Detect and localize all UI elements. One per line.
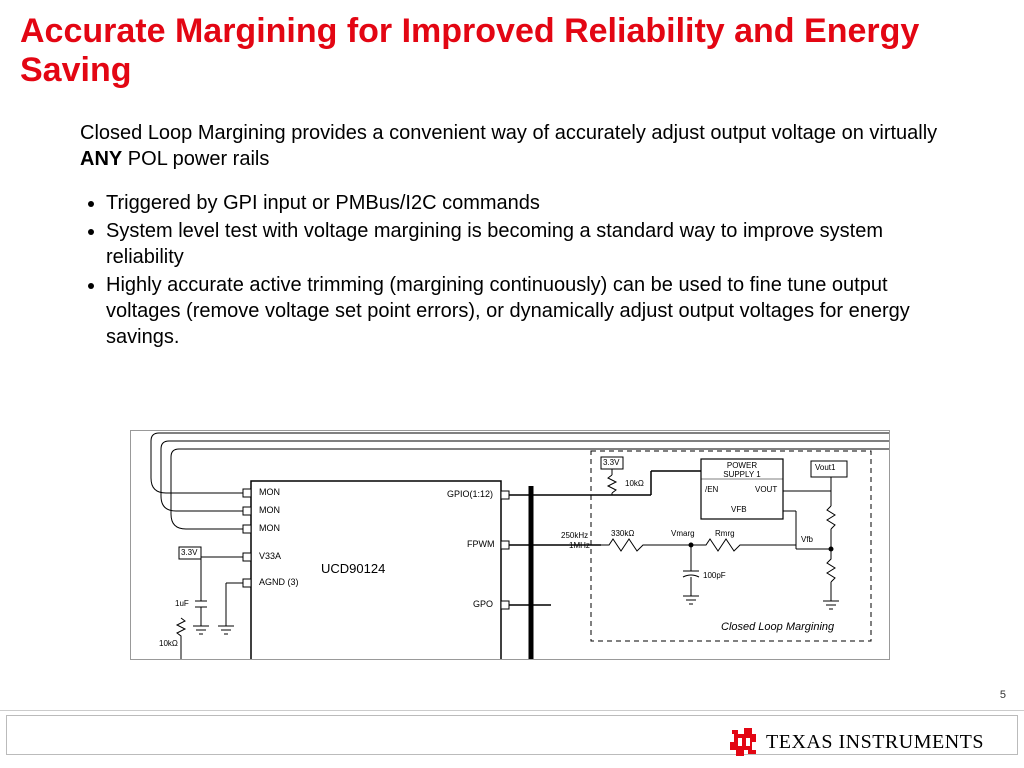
ps-pin: VFB (731, 505, 747, 514)
bullet-list: Triggered by GPI input or PMBus/I2C comm… (80, 190, 964, 350)
vout-label: Vout1 (815, 463, 835, 472)
comp-label: 330kΩ (611, 529, 634, 538)
cap-label: 1uF (175, 599, 189, 608)
pin-label: V33A (259, 551, 281, 561)
pwm-freq: 250kHz (561, 531, 588, 540)
pin-label: AGND (3) (259, 577, 299, 587)
v33-label: 3.3V (603, 458, 619, 467)
ps-title: POWER (719, 461, 765, 470)
intro-bold: ANY (80, 148, 122, 170)
res-label: 10kΩ (159, 639, 178, 648)
res-label: 10kΩ (625, 479, 644, 488)
chip-label: UCD90124 (321, 561, 385, 576)
intro-paragraph: Closed Loop Margining provides a conveni… (80, 120, 964, 172)
ti-chip-icon (728, 728, 758, 756)
body-content: Closed Loop Margining provides a conveni… (0, 90, 1024, 350)
comp-label: Vfb (801, 535, 813, 544)
pin-label: FPWM (467, 539, 495, 549)
closed-loop-label: Closed Loop Margining (721, 621, 834, 633)
v33-label: 3.3V (181, 548, 197, 557)
comp-label: 100pF (703, 571, 726, 580)
bullet-item: Highly accurate active trimming (margini… (106, 272, 964, 350)
pin-label: GPIO(1:12) (447, 489, 493, 499)
comp-label: Rmrg (715, 529, 735, 538)
slide-title: Accurate Margining for Improved Reliabil… (0, 0, 1024, 90)
ti-logo: TEXAS INSTRUMENTS (728, 728, 984, 756)
pin-label: GPO (473, 599, 493, 609)
slide-footer: 5 TEXAS INSTRUMENTS (0, 710, 1024, 768)
bullet-item: Triggered by GPI input or PMBus/I2C comm… (106, 190, 964, 216)
brand-name: TEXAS INSTRUMENTS (766, 731, 984, 754)
page-number: 5 (1000, 689, 1006, 701)
bullet-item: System level test with voltage margining… (106, 218, 964, 270)
pin-label: MON (259, 487, 280, 497)
ps-pin: VOUT (755, 485, 777, 494)
comp-label: Vmarg (671, 529, 695, 538)
pin-label: MON (259, 523, 280, 533)
pin-label: MON (259, 505, 280, 515)
ps-title2: SUPPLY 1 (717, 470, 767, 479)
intro-pre: Closed Loop Margining provides a conveni… (80, 122, 937, 144)
ps-pin: /EN (705, 485, 718, 494)
circuit-diagram: MON MON MON V33A AGND (3) GPIO(1:12) FPW… (130, 430, 890, 660)
pwm-freq: 1MHz (569, 541, 590, 550)
intro-post: POL power rails (122, 148, 269, 170)
